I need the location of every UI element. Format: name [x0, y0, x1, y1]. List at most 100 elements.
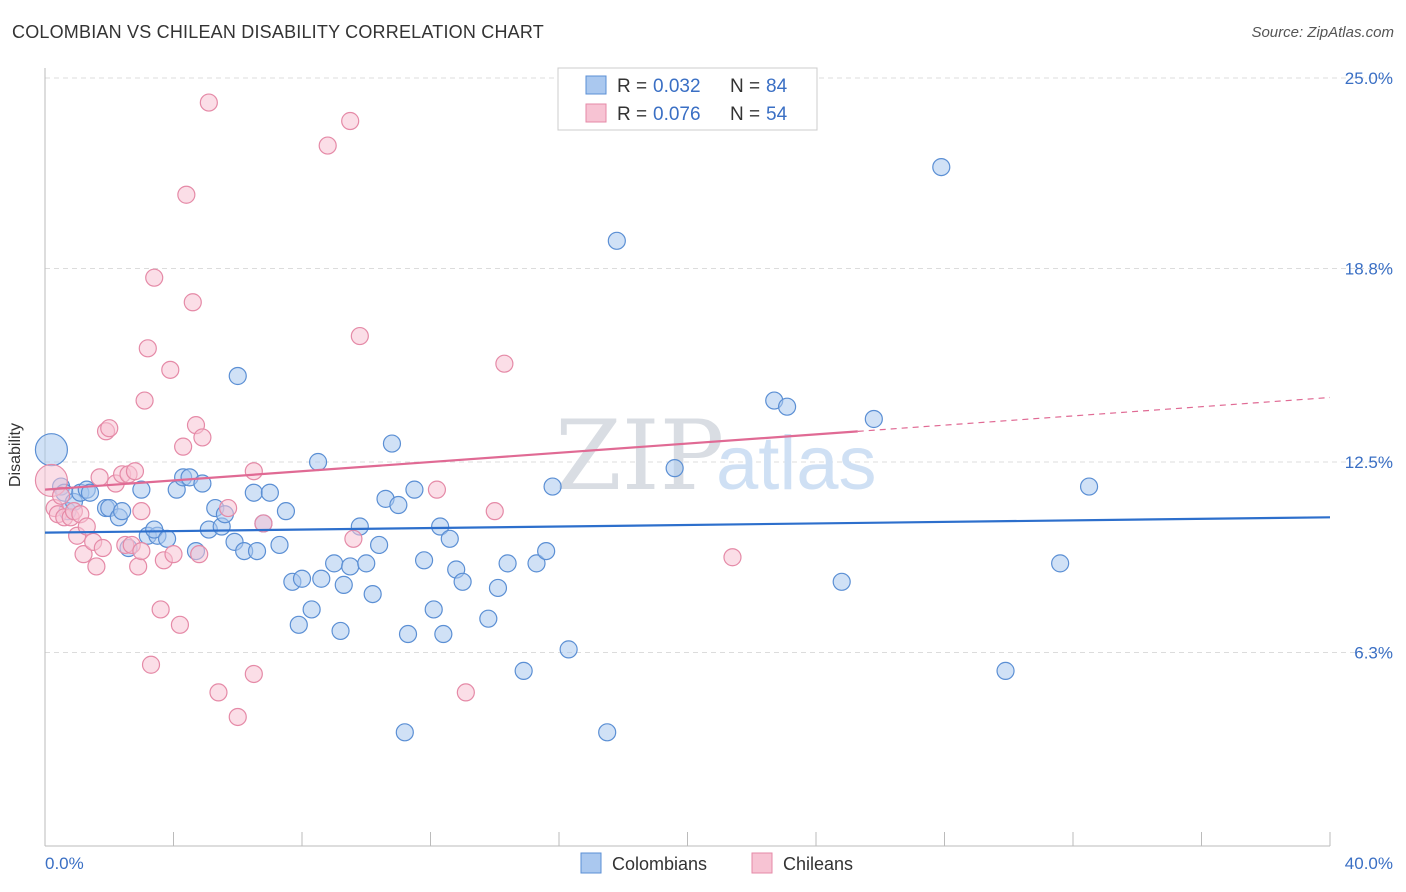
colombian-point-16 — [145, 520, 164, 539]
bottom-legend-swatch-colombians — [580, 852, 602, 874]
colombian-point-58 — [431, 517, 450, 536]
chilean-point-52 — [427, 480, 447, 499]
colombian-point-76 — [832, 572, 851, 591]
colombian-point-42 — [325, 554, 344, 573]
chilean-point-42 — [209, 683, 228, 702]
chilean-point-41 — [199, 93, 218, 112]
chilean-point-10 — [77, 517, 96, 536]
y-tick-labels: 6.3% 12.5% 18.8% 25.0% — [1345, 69, 1393, 662]
watermark-zip: ZIP — [555, 400, 724, 512]
chileans-trendline — [44, 430, 858, 491]
chileans-points — [34, 93, 742, 727]
colombian-point-80 — [1051, 554, 1070, 573]
colombian-point-28 — [228, 366, 247, 386]
chilean-point-48 — [318, 136, 337, 155]
chileans-trendline-extension — [857, 396, 1331, 432]
colombian-point-0 — [34, 433, 69, 467]
watermark: ZIP atlas — [555, 400, 877, 512]
chilean-point-29 — [145, 268, 164, 287]
chilean-point-54 — [485, 502, 504, 521]
colombian-point-71 — [598, 723, 617, 742]
chilean-point-50 — [344, 529, 363, 548]
colombian-point-47 — [357, 554, 376, 573]
chilean-point-28 — [141, 655, 161, 674]
chilean-point-36 — [177, 185, 196, 204]
legend-n-value-colombians: 84 — [766, 76, 788, 97]
colombian-point-38 — [292, 569, 312, 588]
colombian-point-72 — [607, 231, 626, 250]
chilean-point-16 — [100, 419, 119, 438]
chilean-point-13 — [90, 468, 109, 487]
chilean-point-22 — [125, 462, 145, 481]
colombian-point-41 — [312, 569, 331, 588]
chilean-point-46 — [244, 664, 263, 684]
colombian-point-40 — [308, 452, 328, 472]
colombian-point-48 — [363, 584, 382, 604]
colombian-point-43 — [331, 621, 350, 641]
chilean-point-25 — [132, 541, 151, 561]
colombian-point-49 — [370, 535, 389, 555]
colombian-point-55 — [405, 480, 424, 499]
colombian-point-75 — [777, 397, 797, 416]
colombian-point-51 — [382, 434, 402, 453]
colombian-point-45 — [341, 557, 360, 576]
correlation-legend: R = 0.032 N = 84 R = 0.076 N = 54 — [557, 67, 818, 131]
source-credit: Source: ZipAtlas.com — [1251, 24, 1394, 41]
colombian-point-52 — [389, 495, 408, 515]
legend-r-value-colombians: 0.032 — [653, 76, 701, 97]
colombians-trendline — [44, 516, 1331, 534]
legend-r-label-chileans: R = — [617, 104, 647, 125]
colombian-point-77 — [864, 409, 883, 429]
legend-n-value-chileans: 54 — [766, 104, 788, 125]
x-ticks — [44, 832, 1331, 846]
chilean-point-49 — [341, 111, 360, 131]
colombian-point-66 — [514, 661, 533, 680]
colombian-point-59 — [434, 624, 453, 644]
colombian-point-57 — [424, 600, 443, 619]
chilean-point-45 — [244, 462, 263, 481]
colombian-point-34 — [270, 535, 289, 555]
y-tick-label-0: 6.3% — [1354, 643, 1393, 662]
chilean-point-51 — [350, 326, 369, 346]
colombian-point-11 — [112, 502, 132, 521]
chilean-point-44 — [228, 707, 247, 727]
colombian-point-62 — [453, 572, 472, 591]
chilean-point-26 — [135, 391, 154, 410]
colombian-point-56 — [414, 551, 434, 570]
chilean-point-33 — [164, 545, 183, 564]
colombian-point-79 — [996, 661, 1015, 680]
colombian-point-53 — [395, 723, 414, 742]
colombian-point-30 — [244, 483, 263, 502]
watermark-atlas: atlas — [716, 421, 877, 506]
x-tick-label-max: 40.0% — [1345, 854, 1393, 873]
chilean-point-37 — [183, 293, 202, 312]
legend-swatch-chileans — [585, 103, 607, 123]
colombian-point-64 — [488, 578, 508, 598]
chilean-point-9 — [74, 545, 93, 564]
legend-r-value-chileans: 0.076 — [653, 104, 701, 125]
colombian-point-60 — [440, 529, 459, 548]
colombian-point-13 — [132, 480, 151, 499]
colombian-point-31 — [247, 541, 267, 561]
chilean-point-55 — [495, 354, 514, 373]
colombian-point-17 — [157, 529, 177, 548]
legend-n-label-chileans: N = — [730, 104, 760, 125]
chilean-point-24 — [132, 502, 151, 521]
chilean-point-39 — [190, 545, 209, 564]
chilean-point-53 — [456, 683, 475, 702]
y-tick-label-3: 25.0% — [1345, 69, 1393, 88]
series-legend: Colombians Chileans — [580, 852, 853, 874]
chilean-point-47 — [254, 514, 273, 533]
colombian-point-69 — [543, 477, 562, 496]
chilean-point-12 — [87, 557, 106, 576]
trendlines — [44, 396, 1331, 534]
bottom-legend-label-colombians: Colombians — [612, 854, 707, 874]
colombian-point-54 — [398, 624, 418, 644]
colombian-point-37 — [289, 615, 308, 634]
colombian-point-81 — [1079, 477, 1099, 496]
legend-r-label-colombians: R = — [617, 76, 647, 97]
legend-n-label-colombians: N = — [730, 76, 760, 97]
chilean-point-30 — [151, 600, 170, 619]
colombian-point-67 — [527, 554, 546, 573]
